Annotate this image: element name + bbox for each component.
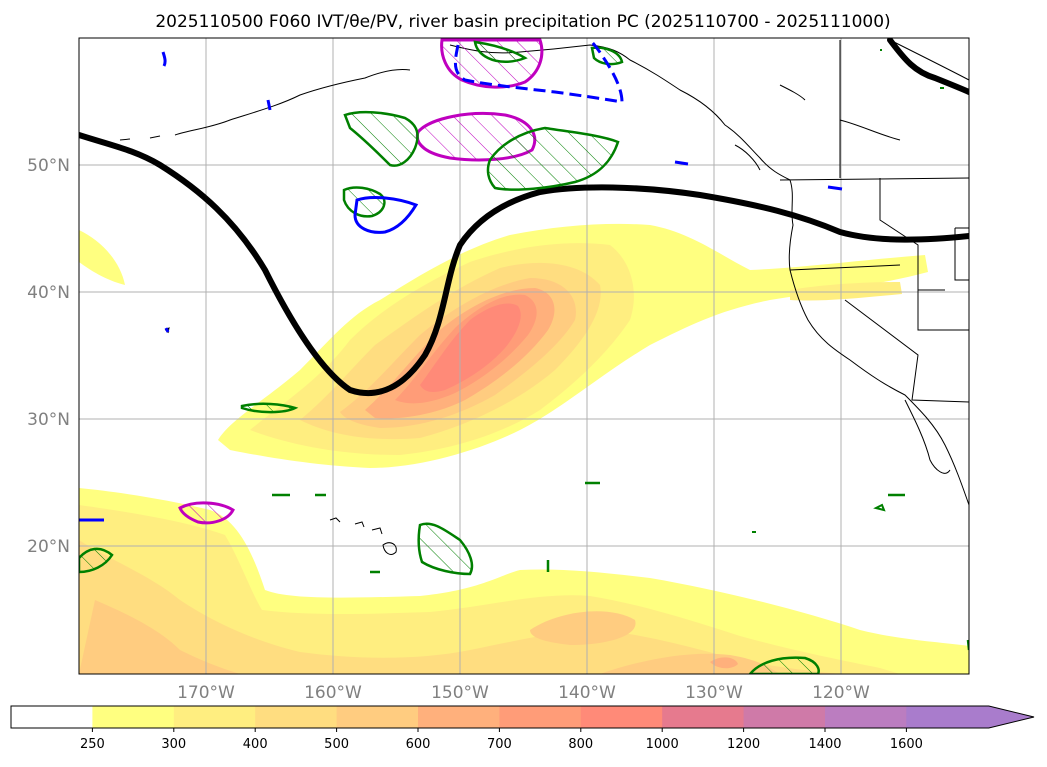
colorbar-segment xyxy=(825,706,907,728)
lat-tick-label: 40°N xyxy=(27,283,70,303)
colorbar-tick-label: 300 xyxy=(161,737,186,752)
map-frame xyxy=(78,37,970,675)
lon-tick-label: 170°W xyxy=(177,683,235,703)
colorbar-tick-label: 1200 xyxy=(727,737,760,752)
colorbar-segment xyxy=(92,706,175,728)
lon-tick-label: 140°W xyxy=(558,683,616,703)
colorbar-tick-label: 700 xyxy=(487,737,512,752)
lat-tick-labels: 50°N 40°N 30°N 20°N xyxy=(27,156,70,557)
blue-contours xyxy=(79,38,843,522)
colorbar-segment xyxy=(743,706,826,728)
colorbar-tick-label: 1600 xyxy=(890,737,923,752)
lon-tick-label: 120°W xyxy=(812,683,870,703)
islands xyxy=(164,327,397,555)
colorbar-tick-label: 250 xyxy=(80,737,105,752)
colorbar-segment xyxy=(11,706,93,728)
lon-tick-labels: 170°W 160°W 150°W 140°W 130°W 120°W xyxy=(177,683,870,703)
colorbar: 250 300 400 500 600 700 800 1000 1200 1400 1600 xyxy=(10,705,1035,752)
colorbar-tick-label: 500 xyxy=(324,737,349,752)
colorbar-extend-triangle xyxy=(906,706,1034,728)
colorbar-segment xyxy=(336,706,419,728)
colorbar-segment xyxy=(499,706,582,728)
lat-tick-label: 30°N xyxy=(27,410,70,430)
lat-tick-label: 50°N xyxy=(27,156,70,176)
colorbar-tick-label: 800 xyxy=(568,737,593,752)
map-title: 2025110500 F060 IVT/θe/PV, river basin p… xyxy=(155,12,890,32)
colorbar-tick-label: 400 xyxy=(243,737,268,752)
colorbar-segment xyxy=(580,706,663,728)
lon-tick-label: 160°W xyxy=(304,683,362,703)
colorbar-outline xyxy=(10,705,1035,729)
colorbar-segment xyxy=(255,706,338,728)
colorbar-segment xyxy=(662,706,745,728)
colorbar-tick-label: 600 xyxy=(406,737,431,752)
green-contours xyxy=(79,40,969,674)
jet-contour xyxy=(79,132,969,397)
colorbar-tick-label: 1400 xyxy=(808,737,841,752)
lon-tick-label: 150°W xyxy=(431,683,489,703)
lon-tick-label: 130°W xyxy=(685,683,743,703)
colorbar-segment xyxy=(173,706,256,728)
jet-contour-north xyxy=(887,38,969,95)
lat-tick-label: 20°N xyxy=(27,537,70,557)
ivt-southern-band xyxy=(79,488,969,674)
map-area xyxy=(79,38,969,674)
colorbar-segment xyxy=(418,706,500,728)
colorbar-tick-label: 1000 xyxy=(646,737,679,752)
coastlines xyxy=(119,39,969,506)
